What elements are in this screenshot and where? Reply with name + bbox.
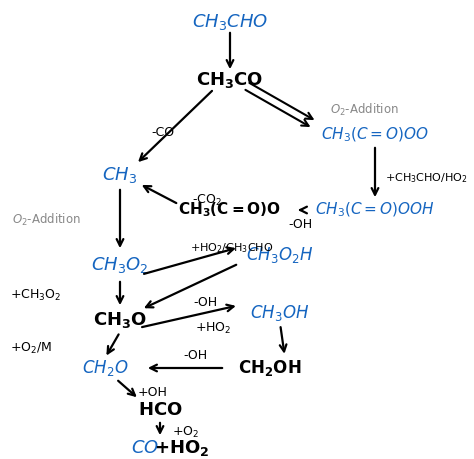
Text: $\mathit{CH_2O}$: $\mathit{CH_2O}$ — [82, 358, 128, 378]
Text: -CO$_2$: -CO$_2$ — [192, 192, 222, 207]
Text: $\mathbf{CH_2OH}$: $\mathbf{CH_2OH}$ — [238, 358, 301, 378]
Text: +HO$_2$: +HO$_2$ — [195, 320, 231, 336]
Text: $\mathbf{CH_3CO}$: $\mathbf{CH_3CO}$ — [196, 70, 264, 90]
Text: -OH: -OH — [193, 297, 217, 309]
Text: -CO: -CO — [151, 125, 174, 139]
Text: +CH$_3$O$_2$: +CH$_3$O$_2$ — [10, 287, 61, 302]
Text: $\mathit{CH_3O_2}$: $\mathit{CH_3O_2}$ — [91, 255, 149, 275]
Text: $O_2$-Addition: $O_2$-Addition — [12, 212, 81, 228]
Text: +O$_2$/M: +O$_2$/M — [10, 341, 52, 356]
Text: $\mathit{CH_3O_2H}$: $\mathit{CH_3O_2H}$ — [246, 245, 313, 265]
Text: $\mathbf{CH_3O}$: $\mathbf{CH_3O}$ — [93, 310, 147, 330]
Text: $\mathit{CH_3CHO}$: $\mathit{CH_3CHO}$ — [192, 12, 268, 32]
Text: +OH: +OH — [138, 386, 168, 399]
Text: $\mathit{CO}$: $\mathit{CO}$ — [131, 439, 159, 457]
Text: +HO$_2$/CH$_3$CHO: +HO$_2$/CH$_3$CHO — [190, 241, 273, 255]
Text: +O$_2$: +O$_2$ — [172, 425, 199, 440]
Text: -OH: -OH — [288, 218, 312, 231]
Text: $\mathbf{CH_3(C{=}O)O}$: $\mathbf{CH_3(C{=}O)O}$ — [179, 201, 282, 219]
Text: $O_2$-Addition: $O_2$-Addition — [330, 102, 399, 118]
Text: $\mathbf{+HO_2}$: $\mathbf{+HO_2}$ — [155, 438, 210, 458]
Text: $\mathit{CH_3OH}$: $\mathit{CH_3OH}$ — [250, 303, 310, 323]
Text: $\mathit{CH_3}$: $\mathit{CH_3}$ — [102, 165, 137, 185]
Text: +CH$_3$CHO/HO$_2$: +CH$_3$CHO/HO$_2$ — [385, 171, 467, 185]
Text: $\mathit{CH_3(C{=}O)OOH}$: $\mathit{CH_3(C{=}O)OOH}$ — [315, 201, 435, 219]
Text: $\mathbf{HCO}$: $\mathbf{HCO}$ — [137, 401, 182, 419]
Text: $\mathit{CH_3(C{=}O)OO}$: $\mathit{CH_3(C{=}O)OO}$ — [321, 126, 429, 144]
Text: -OH: -OH — [183, 349, 207, 362]
